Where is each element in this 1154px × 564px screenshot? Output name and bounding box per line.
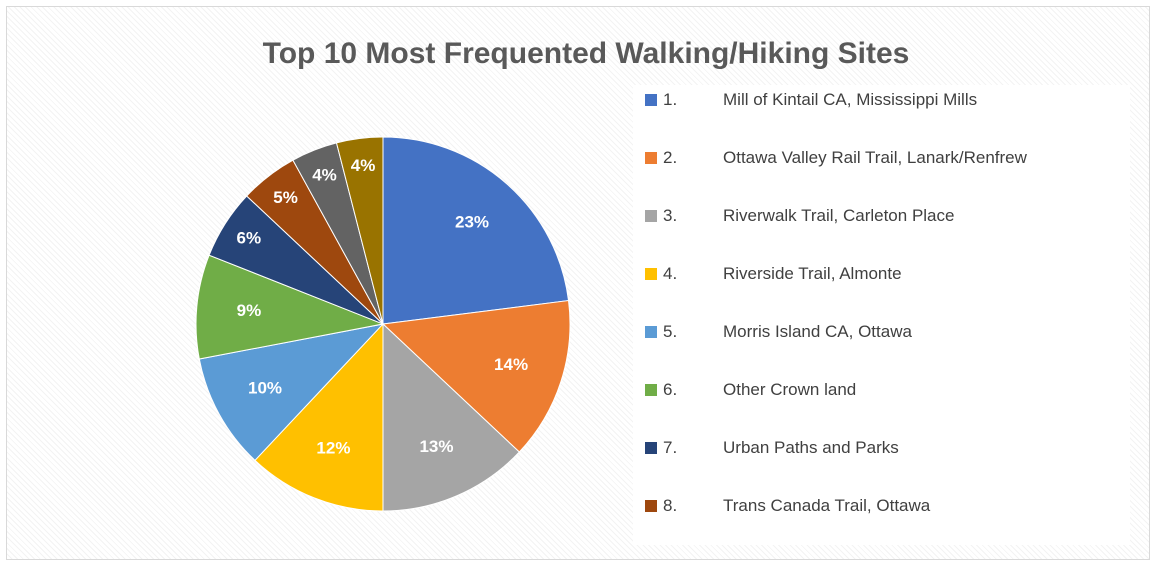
legend-item: 3. Riverwalk Trail, Carleton Place	[645, 206, 954, 226]
pie-slice	[195, 254, 385, 360]
legend-item: 8. Trans Canada Trail, Ottawa	[645, 496, 930, 516]
legend-swatch	[645, 268, 657, 280]
legend-item: 7. Urban Paths and Parks	[645, 438, 899, 458]
legend-swatch	[645, 210, 657, 222]
legend-item: 2. Ottawa Valley Rail Trail, Lanark/Renf…	[645, 148, 1027, 168]
legend-label: 3. Riverwalk Trail, Carleton Place	[663, 206, 955, 225]
data-label: 5%	[273, 188, 298, 207]
legend-swatch	[645, 500, 657, 512]
data-label: 9%	[237, 301, 262, 320]
data-label: 23%	[455, 212, 489, 231]
pie-slice	[335, 136, 384, 325]
chart-title: Top 10 Most Frequented Walking/Hiking Si…	[263, 37, 910, 70]
legend-label: 7. Urban Paths and Parks	[663, 438, 899, 457]
legend-swatch	[645, 152, 657, 164]
legend: 1. Mill of Kintail CA, Mississippi Mills…	[633, 85, 1130, 545]
legend-swatch	[645, 384, 657, 396]
legend-label: 2. Ottawa Valley Rail Trail, Lanark/Renf…	[663, 148, 1027, 167]
data-label: 4%	[312, 166, 337, 185]
data-label: 6%	[237, 228, 262, 247]
legend-label: 5. Morris Island CA, Ottawa	[663, 322, 912, 341]
pie-slice	[382, 136, 570, 325]
data-label: 12%	[316, 439, 350, 458]
legend-item: 4. Riverside Trail, Almonte	[645, 264, 902, 284]
pie-slice	[382, 322, 521, 512]
pie-slice	[254, 322, 384, 512]
legend-label: 4. Riverside Trail, Almonte	[663, 264, 902, 283]
data-label: 4%	[351, 156, 376, 175]
legend-label: 6. Other Crown land	[663, 380, 857, 399]
legend-label: 1. Mill of Kintail CA, Mississippi Mills	[663, 90, 978, 109]
legend-swatch	[645, 442, 657, 454]
legend-item: 1. Mill of Kintail CA, Mississippi Mills	[645, 90, 977, 110]
legend-swatch	[645, 326, 657, 338]
legend-swatch	[645, 94, 657, 106]
legend-label: 8. Trans Canada Trail, Ottawa	[663, 496, 931, 515]
pie-slice	[381, 300, 571, 453]
legend-item: 6. Other Crown land	[645, 380, 856, 400]
data-label: 10%	[248, 378, 282, 397]
legend-item: 5. Morris Island CA, Ottawa	[645, 322, 912, 342]
data-label: 14%	[494, 355, 528, 374]
pie-slice	[198, 323, 385, 462]
data-label: 13%	[419, 437, 453, 456]
